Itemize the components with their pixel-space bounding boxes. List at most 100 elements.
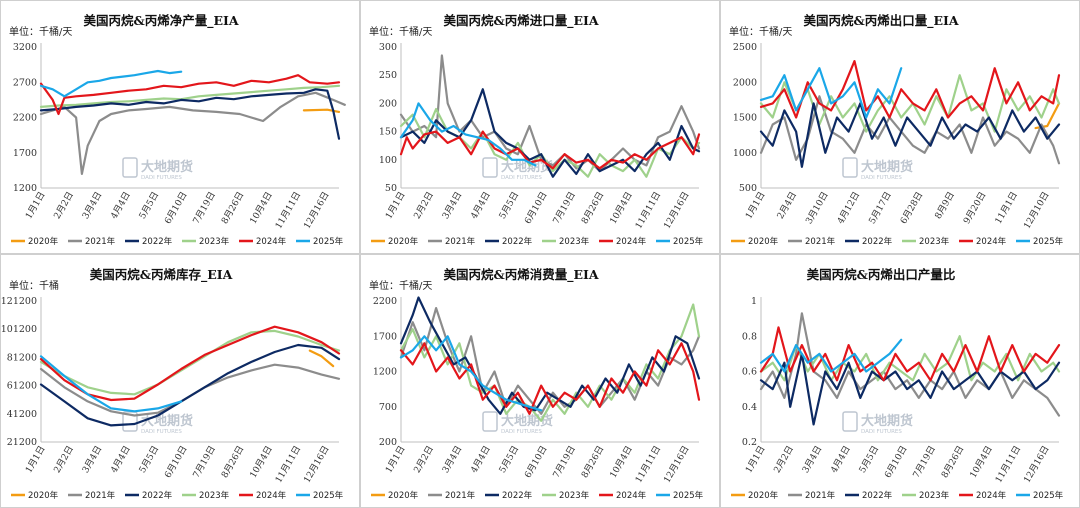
legend-label: 2024年 xyxy=(256,236,287,247)
x-tick-label: 11月11日 xyxy=(273,190,303,231)
y-tick-label: 2700 xyxy=(13,77,37,88)
watermark-icon xyxy=(842,157,858,178)
x-tick-label: 7月19日 xyxy=(911,444,938,480)
legend-label: 2020年 xyxy=(28,236,59,247)
x-tick-label: 9月20日 xyxy=(961,190,988,226)
legend-label: 2025年 xyxy=(673,490,704,501)
chart-unit: 单位：千桶/天 xyxy=(369,25,432,38)
x-tick-label: 10月4日 xyxy=(968,444,995,480)
series-line-2025 xyxy=(759,67,903,119)
legend-label: 2024年 xyxy=(976,236,1007,247)
chart-title: 美国丙烷&丙烯消费量_EIA xyxy=(443,267,598,283)
legend-label: 2025年 xyxy=(673,236,704,247)
chart-svg: 美国丙烷&丙烯出口量_EIA 单位：千桶/天 2500 2000 1500 1000 500… xyxy=(729,13,1064,247)
x-tick-label: 12月16日 xyxy=(662,444,692,485)
legend-label: 2025年 xyxy=(313,236,344,247)
series-line-2023 xyxy=(39,84,341,109)
x-tick-label: 6月28日 xyxy=(898,190,925,226)
legend-label: 2021年 xyxy=(805,236,836,247)
watermark-icon xyxy=(122,411,138,432)
watermark-name: 大地期货 xyxy=(141,159,193,175)
chart-panel-production: 美国丙烷&丙烯净产量_EIA 单位：千桶/天 3200 2700 2200 1700 120… xyxy=(0,0,360,254)
watermark-sub: DADI FUTURES xyxy=(501,175,542,181)
legend-label: 2021年 xyxy=(85,490,116,501)
chart-svg: 美国丙烷&丙烯进口量_EIA 单位：千桶/天 300 250 200 150 100 501月… xyxy=(369,13,704,247)
chart-title: 美国丙烷&丙烯净产量_EIA xyxy=(83,13,238,29)
x-tick-label: 3月4日 xyxy=(800,444,824,475)
y-tick-label: 150 xyxy=(379,127,397,138)
x-tick-label: 11月11日 xyxy=(633,190,663,231)
x-tick-label: 11月1日 xyxy=(993,190,1020,226)
y-tick-label: 2200 xyxy=(13,113,37,124)
x-tick-label: 10月4日 xyxy=(248,444,275,480)
x-tick-label: 8月26日 xyxy=(579,190,606,226)
chart-title: 美国丙烷&丙烯出口产量比 xyxy=(807,267,956,282)
x-tick-label: 10月4日 xyxy=(608,444,635,480)
x-tick-label: 3月4日 xyxy=(440,190,464,221)
x-tick-label: 5月5日 xyxy=(497,444,521,475)
x-tick-label: 8月26日 xyxy=(219,190,246,226)
legend-label: 2021年 xyxy=(445,490,476,501)
legend-label: 2024年 xyxy=(976,490,1007,501)
legend-label: 2025年 xyxy=(313,490,344,501)
series-line-2023 xyxy=(759,74,1061,133)
chart-panel-consumption: 美国丙烷&丙烯消费量_EIA 单位：千桶/天 2200 1700 1200 700 200 1… xyxy=(360,254,720,508)
legend-label: 2021年 xyxy=(445,236,476,247)
watermark-sub: DADI FUTURES xyxy=(141,429,182,435)
x-tick-label: 12月16日 xyxy=(662,190,692,231)
legend-label: 2020年 xyxy=(748,236,779,247)
y-tick-label: 1700 xyxy=(373,331,397,342)
y-tick-label: 700 xyxy=(379,402,397,413)
x-tick-label: 8月26日 xyxy=(939,444,966,480)
legend-label: 2023年 xyxy=(559,490,590,501)
x-tick-label: 7月19日 xyxy=(191,190,218,226)
legend-label: 2023年 xyxy=(919,236,950,247)
y-tick-label: 1700 xyxy=(13,148,37,159)
x-tick-label: 1月1日 xyxy=(383,444,407,475)
series-line-2021 xyxy=(759,312,1061,417)
legend-label: 2024年 xyxy=(256,490,287,501)
x-tick-label: 12月10日 xyxy=(1022,190,1052,231)
y-tick-label: 101200 xyxy=(1,324,37,335)
y-tick-label: 1200 xyxy=(373,367,397,378)
x-tick-label: 1月1日 xyxy=(23,190,47,221)
series-line-2021 xyxy=(399,306,701,415)
legend-label: 2024年 xyxy=(616,236,647,247)
x-tick-label: 3月10日 xyxy=(804,190,831,226)
legend-label: 2020年 xyxy=(748,490,779,501)
chart-unit: 单位：千桶/天 xyxy=(369,279,432,292)
x-tick-label: 1月1日 xyxy=(383,190,407,221)
y-tick-label: 0.8 xyxy=(742,331,757,342)
x-tick-label: 5月5日 xyxy=(137,444,161,475)
y-tick-label: 250 xyxy=(379,70,397,81)
chart-title: 美国丙烷&丙烯出口量_EIA xyxy=(803,13,958,29)
series-line-2025 xyxy=(759,338,903,373)
x-tick-label: 4月4日 xyxy=(109,444,133,475)
y-tick-label: 2500 xyxy=(733,42,757,53)
y-tick-label: 0.4 xyxy=(742,402,757,413)
y-tick-label: 81200 xyxy=(7,352,37,363)
x-tick-label: 6月10日 xyxy=(162,444,189,480)
x-tick-label: 4月4日 xyxy=(469,444,493,475)
x-tick-label: 6月10日 xyxy=(162,190,189,226)
y-tick-label: 200 xyxy=(379,437,397,448)
y-tick-label: 1200 xyxy=(13,183,37,194)
x-tick-label: 5月5日 xyxy=(137,190,161,221)
chart-title: 美国丙烷&丙烯进口量_EIA xyxy=(443,13,598,29)
series-line-2024 xyxy=(39,325,341,402)
chart-svg: 美国丙烷&丙烯库存_EIA 单位：千桶 121200 101200 81200 61200… xyxy=(1,267,344,501)
y-tick-label: 121200 xyxy=(1,296,37,307)
watermark-sub: DADI FUTURES xyxy=(501,429,542,435)
legend-label: 2023年 xyxy=(559,236,590,247)
x-tick-label: 1月1日 xyxy=(743,190,767,221)
series-line-2021 xyxy=(759,95,1061,165)
x-tick-label: 12月16日 xyxy=(302,190,332,231)
legend-label: 2022年 xyxy=(862,490,893,501)
y-tick-label: 50 xyxy=(385,183,397,194)
x-tick-label: 8月26日 xyxy=(579,444,606,480)
x-tick-label: 11月11日 xyxy=(993,444,1023,485)
